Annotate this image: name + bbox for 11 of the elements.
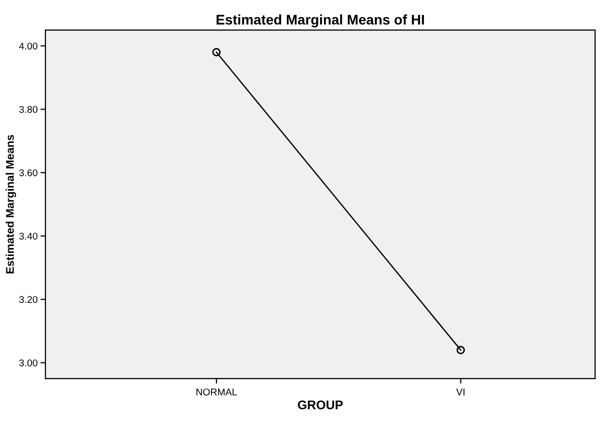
y-tick-label: 3.80 [19,106,38,113]
x-tick-label: VI [456,388,464,396]
y-tick-label: 3.00 [19,359,38,366]
y-tick-label: 3.40 [19,232,38,240]
x-axis-title: GROUP [298,400,343,410]
y-tick-label: 4.00 [19,42,38,50]
y-tick-label: 3.20 [19,296,38,303]
x-tick-label: NORMAL [196,388,237,396]
y-axis-title: Estimated Marginal Means [6,134,16,274]
chart-title: Estimated Marginal Means of HI [216,14,424,28]
y-tick-label: 3.60 [19,169,38,176]
